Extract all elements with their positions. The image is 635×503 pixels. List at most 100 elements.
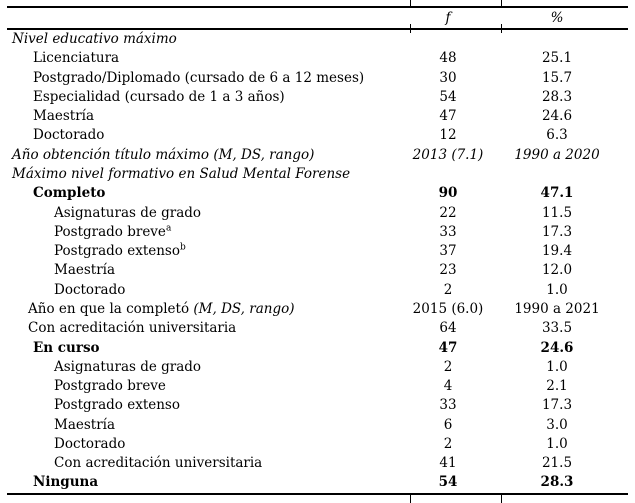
- table-row: Licenciatura 48 25.1: [0, 49, 635, 68]
- table-row: Doctorado 2 1.0: [0, 281, 635, 300]
- table-row: Postgrado brevea 33 17.3: [0, 223, 635, 242]
- row-label: Nivel educativo máximo: [0, 30, 410, 49]
- row-label-text: Postgrado breve: [54, 223, 166, 240]
- row-percent-value: 47.1: [540, 185, 574, 202]
- row-frequency-value: 2: [443, 281, 453, 298]
- column-divider-tick: [501, 0, 502, 6]
- row-label-text: Completo: [33, 185, 106, 202]
- row-label: Asignaturas de grado: [0, 358, 410, 377]
- row-label-text: Doctorado: [33, 127, 105, 144]
- row-label-text: Maestría: [33, 108, 95, 125]
- table-row: Año en que la completó (M, DS, rango) 20…: [0, 300, 635, 319]
- row-label-text: En curso: [33, 339, 100, 356]
- row-frequency-value: 33: [439, 397, 457, 414]
- row-label-text: Postgrado extenso: [54, 397, 180, 414]
- row-percent-value: 2.1: [546, 378, 568, 395]
- row-percent-value: 1.0: [546, 281, 568, 298]
- row-percent-value: 28.3: [541, 88, 573, 105]
- row-percent-value: 1.0: [546, 358, 568, 375]
- row-frequency-value: [410, 165, 501, 184]
- row-frequency-value: 6: [443, 416, 453, 433]
- row-percent-value: 19.4: [541, 243, 573, 260]
- row-frequency-value: 48: [439, 50, 457, 67]
- row-label-text: Maestría: [54, 416, 116, 433]
- row-label: Máximo nivel formativo en Salud Mental F…: [0, 165, 410, 184]
- row-percent-value: 24.6: [541, 108, 573, 125]
- table-header-rule: [7, 28, 628, 30]
- row-label-text: Ninguna: [33, 474, 99, 491]
- column-divider-tick: [410, 24, 411, 33]
- row-label-italic-suffix: (M, DS, rango): [193, 300, 295, 317]
- row-percent-value: 1990 a 2020: [514, 146, 600, 163]
- row-frequency-value: 22: [439, 204, 457, 221]
- row-label-text: Licenciatura: [33, 50, 120, 67]
- table-top-rule: [7, 6, 628, 8]
- table-row: Nivel educativo máximo: [0, 30, 635, 49]
- row-percent-value: [501, 165, 635, 184]
- row-percent-value: 28.3: [540, 474, 574, 491]
- row-label: Doctorado: [0, 435, 410, 454]
- row-label-text: Postgrado extenso: [54, 243, 180, 260]
- row-label-text: Postgrado breve: [54, 378, 166, 395]
- row-frequency-value: 2: [443, 358, 453, 375]
- row-frequency-value: 37: [439, 243, 457, 260]
- row-label-text: Asignaturas de grado: [54, 204, 202, 221]
- row-label: Doctorado: [0, 126, 410, 145]
- row-label: Especialidad (cursado de 1 a 3 años): [0, 88, 410, 107]
- table-row: Con acreditación universitaria 41 21.5: [0, 454, 635, 473]
- table-row: Postgrado extensob 37 19.4: [0, 242, 635, 261]
- table-row: Asignaturas de grado 2 1.0: [0, 358, 635, 377]
- row-label: Asignaturas de grado: [0, 204, 410, 223]
- row-percent-value: 12.0: [541, 262, 573, 279]
- row-label: Maestría: [0, 261, 410, 280]
- row-frequency-value: 54: [438, 474, 458, 491]
- row-label: Postgrado extenso: [0, 396, 410, 415]
- row-label-text: Máximo nivel formativo en Salud Mental F…: [12, 165, 351, 182]
- row-frequency-value: 33: [439, 223, 457, 240]
- row-percent-value: 25.1: [541, 50, 573, 67]
- row-label: Licenciatura: [0, 49, 410, 68]
- column-header-f: f: [445, 10, 451, 26]
- table-body: Nivel educativo máximo Licenciatura 48 2…: [0, 30, 635, 493]
- row-label-text: Maestría: [54, 262, 116, 279]
- row-label: En curso: [0, 339, 410, 358]
- row-label: Con acreditación universitaria: [0, 319, 410, 338]
- row-frequency-value: 47: [439, 108, 457, 125]
- column-divider-tick: [410, 495, 411, 503]
- row-label: Maestría: [0, 107, 410, 126]
- row-percent-value: 3.0: [546, 416, 568, 433]
- row-frequency-value: 12: [439, 127, 457, 144]
- table-row: Postgrado breve 4 2.1: [0, 377, 635, 396]
- row-frequency-value: 30: [439, 69, 457, 86]
- row-percent-value: 15.7: [541, 69, 573, 86]
- row-label-text: Año obtención título máximo (M, DS, rang…: [12, 146, 315, 163]
- table-row: Asignaturas de grado 22 11.5: [0, 204, 635, 223]
- row-frequency-value: 90: [438, 185, 458, 202]
- row-label-text: Postgrado/Diplomado (cursado de 6 a 12 m…: [33, 69, 365, 86]
- row-label-text: Año en que la completó: [28, 300, 194, 317]
- row-percent-value: 11.5: [541, 204, 573, 221]
- row-label: Año obtención título máximo (M, DS, rang…: [0, 146, 410, 165]
- row-label-text: Especialidad (cursado de 1 a 3 años): [33, 88, 285, 105]
- table-row: Especialidad (cursado de 1 a 3 años) 54 …: [0, 88, 635, 107]
- row-frequency-value: 47: [438, 339, 458, 356]
- row-percent-value: 1.0: [546, 435, 568, 452]
- header-empty-cell: [0, 8, 410, 28]
- row-percent-value: 17.3: [541, 397, 573, 414]
- row-percent-value: 21.5: [541, 455, 573, 472]
- row-label: Completo: [0, 184, 410, 203]
- column-header-percent: %: [550, 10, 564, 26]
- column-divider-tick: [501, 24, 502, 33]
- row-label: Ninguna: [0, 473, 410, 492]
- table-row: Con acreditación universitaria 64 33.5: [0, 319, 635, 338]
- table-row: Postgrado/Diplomado (cursado de 6 a 12 m…: [0, 69, 635, 88]
- row-percent-value: [501, 30, 635, 49]
- row-label-text: Nivel educativo máximo: [12, 31, 177, 47]
- row-percent-value: 1990 a 2021: [514, 300, 600, 317]
- row-label: Año en que la completó (M, DS, rango): [0, 300, 410, 319]
- row-frequency-value: 41: [439, 455, 457, 472]
- row-label-text: Doctorado: [54, 281, 126, 298]
- row-frequency-value: 2015 (6.0): [412, 300, 484, 317]
- row-label-text: Con acreditación universitaria: [28, 320, 237, 337]
